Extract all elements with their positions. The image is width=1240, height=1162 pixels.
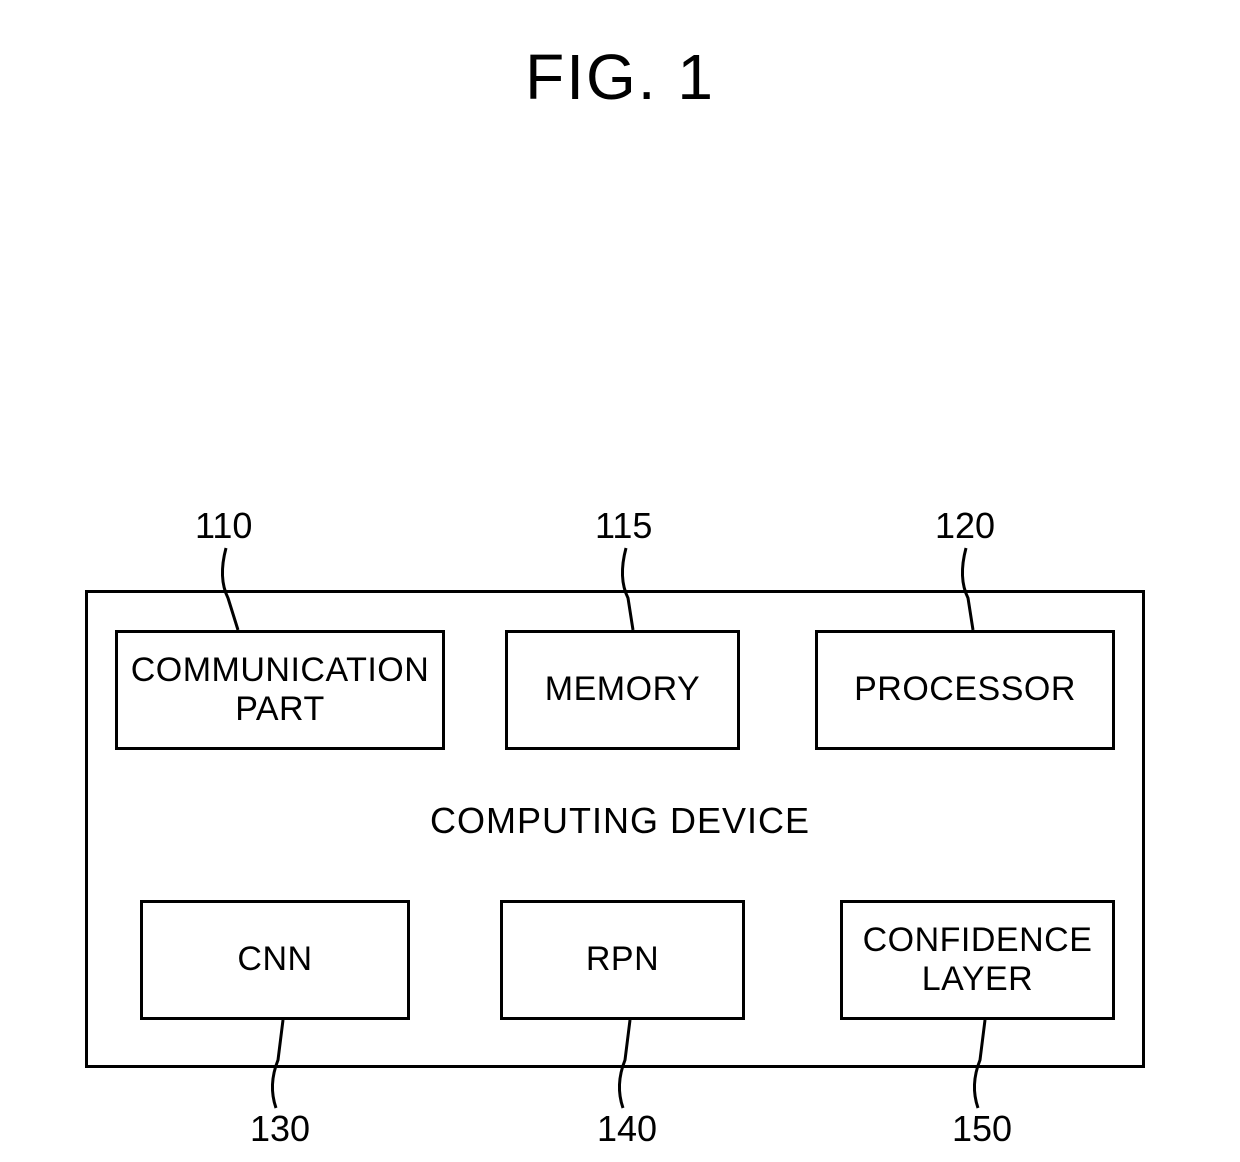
box-cnn: CNN	[140, 900, 410, 1020]
computing-device-label: COMPUTING DEVICE	[430, 800, 810, 842]
box-label: RPN	[586, 940, 659, 979]
ref-115: 115	[595, 505, 652, 547]
ref-110: 110	[195, 505, 252, 547]
leader-110	[218, 548, 258, 633]
box-rpn: RPN	[500, 900, 745, 1020]
leader-150	[970, 1020, 1010, 1110]
ref-120: 120	[935, 505, 995, 547]
box-memory: MEMORY	[505, 630, 740, 750]
leader-130	[268, 1020, 308, 1110]
figure-title: FIG. 1	[525, 40, 715, 114]
box-label: PROCESSOR	[854, 670, 1076, 709]
ref-150: 150	[952, 1108, 1012, 1150]
ref-130: 130	[250, 1108, 310, 1150]
ref-140: 140	[597, 1108, 657, 1150]
leader-115	[618, 548, 658, 633]
box-label: COMMUNICATIONPART	[131, 651, 430, 729]
box-label: CONFIDENCELAYER	[863, 921, 1093, 999]
box-confidence-layer: CONFIDENCELAYER	[840, 900, 1115, 1020]
leader-120	[958, 548, 998, 633]
box-communication-part: COMMUNICATIONPART	[115, 630, 445, 750]
box-label: MEMORY	[545, 670, 700, 709]
leader-140	[615, 1020, 655, 1110]
box-processor: PROCESSOR	[815, 630, 1115, 750]
box-label: CNN	[237, 940, 312, 979]
